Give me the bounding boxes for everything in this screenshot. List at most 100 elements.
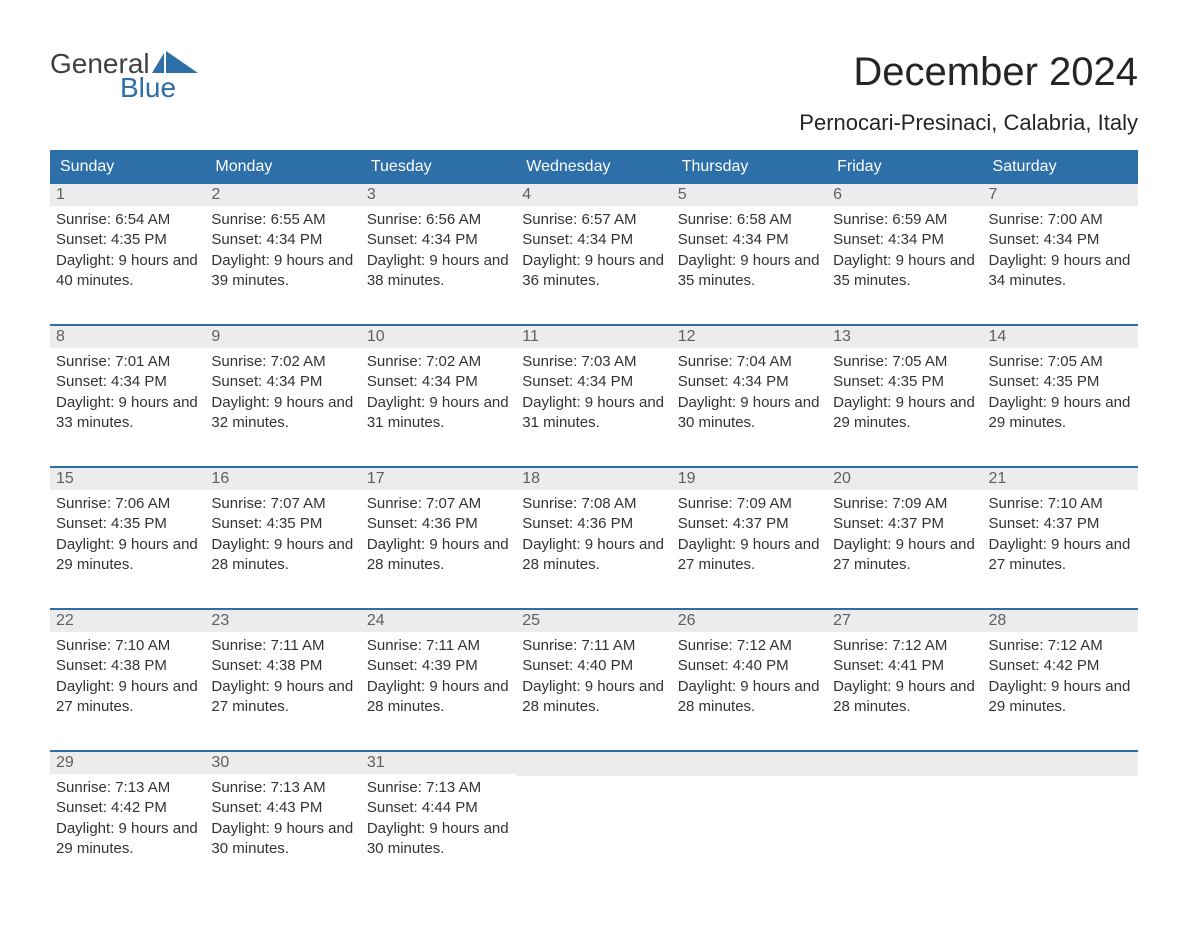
day-body: Sunrise: 6:54 AMSunset: 4:35 PMDaylight:… — [50, 206, 205, 297]
day-body: Sunrise: 7:09 AMSunset: 4:37 PMDaylight:… — [827, 490, 982, 581]
sunrise-line: Sunrise: 6:54 AM — [56, 210, 199, 230]
day-body: Sunrise: 7:02 AMSunset: 4:34 PMDaylight:… — [361, 348, 516, 439]
sunset-line: Sunset: 4:34 PM — [367, 372, 510, 392]
sunset-line: Sunset: 4:35 PM — [56, 514, 199, 534]
daylight-line: Daylight: 9 hours and 27 minutes. — [211, 677, 354, 718]
sunrise-line: Sunrise: 7:04 AM — [678, 352, 821, 372]
day-body: Sunrise: 7:07 AMSunset: 4:36 PMDaylight:… — [361, 490, 516, 581]
sunrise-line: Sunrise: 7:09 AM — [833, 494, 976, 514]
sunrise-line: Sunrise: 7:11 AM — [211, 636, 354, 656]
sunrise-line: Sunrise: 6:57 AM — [522, 210, 665, 230]
calendar-day: 26Sunrise: 7:12 AMSunset: 4:40 PMDayligh… — [672, 610, 827, 750]
sunset-line: Sunset: 4:34 PM — [211, 372, 354, 392]
day-number: 22 — [50, 610, 205, 632]
day-body: Sunrise: 7:13 AMSunset: 4:43 PMDaylight:… — [205, 774, 360, 865]
sunset-line: Sunset: 4:34 PM — [833, 230, 976, 250]
sunset-line: Sunset: 4:42 PM — [56, 798, 199, 818]
calendar-day-empty — [827, 752, 982, 892]
sunset-line: Sunset: 4:44 PM — [367, 798, 510, 818]
day-number: 11 — [516, 326, 671, 348]
sunset-line: Sunset: 4:34 PM — [522, 372, 665, 392]
day-number: 10 — [361, 326, 516, 348]
sunrise-line: Sunrise: 7:12 AM — [833, 636, 976, 656]
daylight-line: Daylight: 9 hours and 39 minutes. — [211, 251, 354, 292]
logo-text-2: Blue — [50, 74, 198, 102]
calendar-day: 17Sunrise: 7:07 AMSunset: 4:36 PMDayligh… — [361, 468, 516, 608]
day-body: Sunrise: 7:07 AMSunset: 4:35 PMDaylight:… — [205, 490, 360, 581]
day-number: 12 — [672, 326, 827, 348]
calendar-day: 7Sunrise: 7:00 AMSunset: 4:34 PMDaylight… — [983, 184, 1138, 324]
day-number: 25 — [516, 610, 671, 632]
day-number: 24 — [361, 610, 516, 632]
sunrise-line: Sunrise: 7:02 AM — [367, 352, 510, 372]
day-number: 1 — [50, 184, 205, 206]
day-body: Sunrise: 7:08 AMSunset: 4:36 PMDaylight:… — [516, 490, 671, 581]
sunrise-line: Sunrise: 7:09 AM — [678, 494, 821, 514]
sunset-line: Sunset: 4:42 PM — [989, 656, 1132, 676]
sunrise-line: Sunrise: 7:05 AM — [989, 352, 1132, 372]
sunset-line: Sunset: 4:40 PM — [678, 656, 821, 676]
day-header-mon: Monday — [205, 150, 360, 184]
calendar-week: 15Sunrise: 7:06 AMSunset: 4:35 PMDayligh… — [50, 466, 1138, 608]
day-body: Sunrise: 7:12 AMSunset: 4:41 PMDaylight:… — [827, 632, 982, 723]
daylight-line: Daylight: 9 hours and 29 minutes. — [833, 393, 976, 434]
sunrise-line: Sunrise: 7:07 AM — [211, 494, 354, 514]
sunrise-line: Sunrise: 7:00 AM — [989, 210, 1132, 230]
sunrise-line: Sunrise: 7:05 AM — [833, 352, 976, 372]
day-number: 26 — [672, 610, 827, 632]
calendar-day: 13Sunrise: 7:05 AMSunset: 4:35 PMDayligh… — [827, 326, 982, 466]
daylight-line: Daylight: 9 hours and 29 minutes. — [56, 819, 199, 860]
calendar-day: 18Sunrise: 7:08 AMSunset: 4:36 PMDayligh… — [516, 468, 671, 608]
day-body: Sunrise: 7:12 AMSunset: 4:42 PMDaylight:… — [983, 632, 1138, 723]
sunset-line: Sunset: 4:34 PM — [522, 230, 665, 250]
calendar-day: 14Sunrise: 7:05 AMSunset: 4:35 PMDayligh… — [983, 326, 1138, 466]
day-header-row: Sunday Monday Tuesday Wednesday Thursday… — [50, 150, 1138, 184]
day-number: 19 — [672, 468, 827, 490]
sunset-line: Sunset: 4:40 PM — [522, 656, 665, 676]
sunrise-line: Sunrise: 6:55 AM — [211, 210, 354, 230]
day-number: 14 — [983, 326, 1138, 348]
day-number: 28 — [983, 610, 1138, 632]
day-body: Sunrise: 6:59 AMSunset: 4:34 PMDaylight:… — [827, 206, 982, 297]
calendar-day: 3Sunrise: 6:56 AMSunset: 4:34 PMDaylight… — [361, 184, 516, 324]
page-title: December 2024 — [853, 50, 1138, 95]
day-body: Sunrise: 7:13 AMSunset: 4:42 PMDaylight:… — [50, 774, 205, 865]
day-body: Sunrise: 7:06 AMSunset: 4:35 PMDaylight:… — [50, 490, 205, 581]
daylight-line: Daylight: 9 hours and 29 minutes. — [989, 393, 1132, 434]
day-number: 20 — [827, 468, 982, 490]
day-body: Sunrise: 7:01 AMSunset: 4:34 PMDaylight:… — [50, 348, 205, 439]
sunset-line: Sunset: 4:37 PM — [989, 514, 1132, 534]
calendar-week: 22Sunrise: 7:10 AMSunset: 4:38 PMDayligh… — [50, 608, 1138, 750]
sunrise-line: Sunrise: 7:10 AM — [56, 636, 199, 656]
day-body: Sunrise: 7:02 AMSunset: 4:34 PMDaylight:… — [205, 348, 360, 439]
day-number: 15 — [50, 468, 205, 490]
day-body: Sunrise: 7:11 AMSunset: 4:39 PMDaylight:… — [361, 632, 516, 723]
day-body: Sunrise: 7:00 AMSunset: 4:34 PMDaylight:… — [983, 206, 1138, 297]
calendar-day: 12Sunrise: 7:04 AMSunset: 4:34 PMDayligh… — [672, 326, 827, 466]
sunset-line: Sunset: 4:34 PM — [367, 230, 510, 250]
day-number: 5 — [672, 184, 827, 206]
sunset-line: Sunset: 4:34 PM — [678, 230, 821, 250]
daylight-line: Daylight: 9 hours and 32 minutes. — [211, 393, 354, 434]
sunset-line: Sunset: 4:43 PM — [211, 798, 354, 818]
day-number: 8 — [50, 326, 205, 348]
sunrise-line: Sunrise: 7:13 AM — [211, 778, 354, 798]
daylight-line: Daylight: 9 hours and 28 minutes. — [367, 535, 510, 576]
day-header-tue: Tuesday — [361, 150, 516, 184]
day-body: Sunrise: 7:13 AMSunset: 4:44 PMDaylight:… — [361, 774, 516, 865]
daylight-line: Daylight: 9 hours and 35 minutes. — [678, 251, 821, 292]
day-number: 31 — [361, 752, 516, 774]
day-body: Sunrise: 7:10 AMSunset: 4:38 PMDaylight:… — [50, 632, 205, 723]
sunset-line: Sunset: 4:38 PM — [56, 656, 199, 676]
daylight-line: Daylight: 9 hours and 27 minutes. — [989, 535, 1132, 576]
calendar-day: 28Sunrise: 7:12 AMSunset: 4:42 PMDayligh… — [983, 610, 1138, 750]
day-number: 29 — [50, 752, 205, 774]
calendar-day: 6Sunrise: 6:59 AMSunset: 4:34 PMDaylight… — [827, 184, 982, 324]
daylight-line: Daylight: 9 hours and 28 minutes. — [833, 677, 976, 718]
calendar-week: 8Sunrise: 7:01 AMSunset: 4:34 PMDaylight… — [50, 324, 1138, 466]
daylight-line: Daylight: 9 hours and 27 minutes. — [56, 677, 199, 718]
sunrise-line: Sunrise: 7:11 AM — [522, 636, 665, 656]
day-number: 23 — [205, 610, 360, 632]
daylight-line: Daylight: 9 hours and 31 minutes. — [522, 393, 665, 434]
sunset-line: Sunset: 4:37 PM — [678, 514, 821, 534]
